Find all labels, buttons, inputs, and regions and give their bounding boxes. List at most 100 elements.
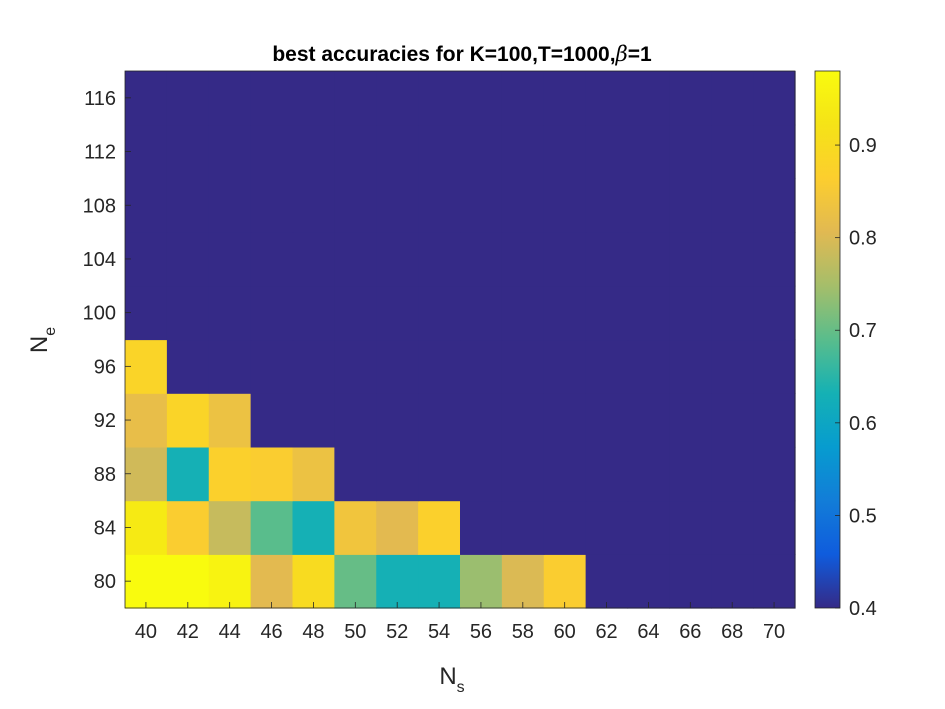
heatmap-cell	[376, 232, 419, 287]
heatmap-cell	[334, 71, 377, 126]
heatmap-cell	[669, 71, 712, 126]
heatmap-cell	[627, 339, 670, 394]
heatmap-cell	[334, 446, 377, 502]
heatmap-cell	[250, 178, 294, 233]
heatmap-cell	[376, 285, 419, 341]
heatmap-cell	[125, 178, 168, 233]
heatmap-cell	[208, 124, 252, 179]
heatmap-cell	[334, 554, 377, 609]
heatmap-cell	[543, 500, 587, 555]
heatmap-cell	[585, 71, 629, 126]
heatmap-cell	[753, 285, 796, 341]
heatmap-cell	[501, 554, 545, 609]
heatmap-cell	[627, 124, 670, 179]
heatmap-cell	[334, 339, 377, 394]
x-tick-label: 44	[219, 621, 241, 643]
heatmap-cell	[208, 554, 252, 609]
heatmap-cell	[543, 178, 587, 233]
heatmap-cell	[125, 71, 168, 126]
heatmap-cell	[166, 339, 210, 394]
heatmap-cell	[711, 124, 754, 179]
heatmap-cell	[418, 232, 461, 287]
y-tick-label: 100	[83, 303, 116, 325]
heatmap-cell	[250, 285, 294, 341]
heatmap-cell	[711, 178, 754, 233]
heatmap-cell	[208, 500, 252, 555]
heatmap-cell	[334, 500, 377, 555]
heatmap-cell	[376, 393, 419, 448]
heatmap-cell	[292, 178, 335, 233]
heatmap-cell	[125, 232, 168, 287]
x-tick-label: 48	[302, 621, 324, 643]
heatmap-cell	[125, 285, 168, 341]
heatmap-cell	[627, 500, 670, 555]
heatmap-cell	[292, 446, 335, 502]
y-tick-label: 96	[94, 356, 116, 378]
heatmap-cell	[543, 285, 587, 341]
heatmap-cell	[543, 446, 587, 502]
colorbar-tick-label: 0.4	[849, 598, 877, 620]
heatmap-cell	[501, 232, 545, 287]
x-tick-label: 70	[763, 621, 785, 643]
x-tick-label: 56	[470, 621, 492, 643]
heatmap-cell	[669, 178, 712, 233]
heatmap-cell	[543, 124, 587, 179]
y-tick-label: 88	[94, 464, 116, 486]
heatmap-cell	[501, 393, 545, 448]
heatmap-cell	[125, 339, 168, 394]
heatmap-cell	[627, 393, 670, 448]
heatmap-cell	[711, 393, 754, 448]
heatmap-cell	[418, 446, 461, 502]
x-tick-label: 62	[595, 621, 617, 643]
heatmap-cell	[711, 71, 754, 126]
heatmap-cell	[627, 232, 670, 287]
heatmap-cell	[125, 554, 168, 609]
heatmap-cell	[711, 554, 754, 609]
heatmap-cell	[418, 178, 461, 233]
heatmap-cell	[585, 339, 629, 394]
heatmap-cell	[711, 285, 754, 341]
heatmap-cell	[125, 124, 168, 179]
heatmap-cell	[334, 124, 377, 179]
heatmap-cell	[125, 500, 168, 555]
heatmap-cell	[208, 178, 252, 233]
heatmap-cell	[250, 393, 294, 448]
heatmap-cell	[292, 285, 335, 341]
x-tick-label: 66	[679, 621, 701, 643]
x-tick-label: 58	[512, 621, 534, 643]
heatmap-cell	[585, 393, 629, 448]
y-tick-label: 112	[84, 142, 116, 164]
colorbar-tick-label: 0.5	[849, 505, 877, 527]
heatmap-cell	[711, 500, 754, 555]
heatmap-cell	[627, 71, 670, 126]
heatmap-cell	[418, 124, 461, 179]
y-tick-label: 104	[83, 249, 116, 271]
heatmap-cell	[501, 285, 545, 341]
heatmap-cell	[292, 124, 335, 179]
heatmap-cell	[376, 446, 419, 502]
heatmap-cell	[627, 554, 670, 609]
y-axis-label: Ne	[26, 327, 59, 353]
heatmap-cell	[376, 178, 419, 233]
heatmap-cell	[460, 393, 503, 448]
heatmap-cell	[166, 124, 210, 179]
heatmap-cell	[292, 339, 335, 394]
heatmap-cell	[711, 339, 754, 394]
heatmap-cell	[753, 71, 796, 126]
heatmap-cell	[460, 554, 503, 609]
heatmap-cell	[208, 446, 252, 502]
heatmap-cell	[585, 554, 629, 609]
heatmap-cell	[250, 500, 294, 555]
heatmap-cell	[501, 500, 545, 555]
colorbar-tick-label: 0.9	[849, 135, 877, 157]
heatmap-cell	[166, 500, 210, 555]
heatmap-cell	[501, 178, 545, 233]
heatmap-cell	[250, 446, 294, 502]
heatmap-cell	[208, 232, 252, 287]
heatmap-cell	[585, 178, 629, 233]
heatmap-cell	[166, 554, 210, 609]
x-tick-label: 54	[428, 621, 450, 643]
heatmap-cell	[501, 124, 545, 179]
heatmap-cell	[753, 446, 796, 502]
heatmap-cell	[753, 339, 796, 394]
